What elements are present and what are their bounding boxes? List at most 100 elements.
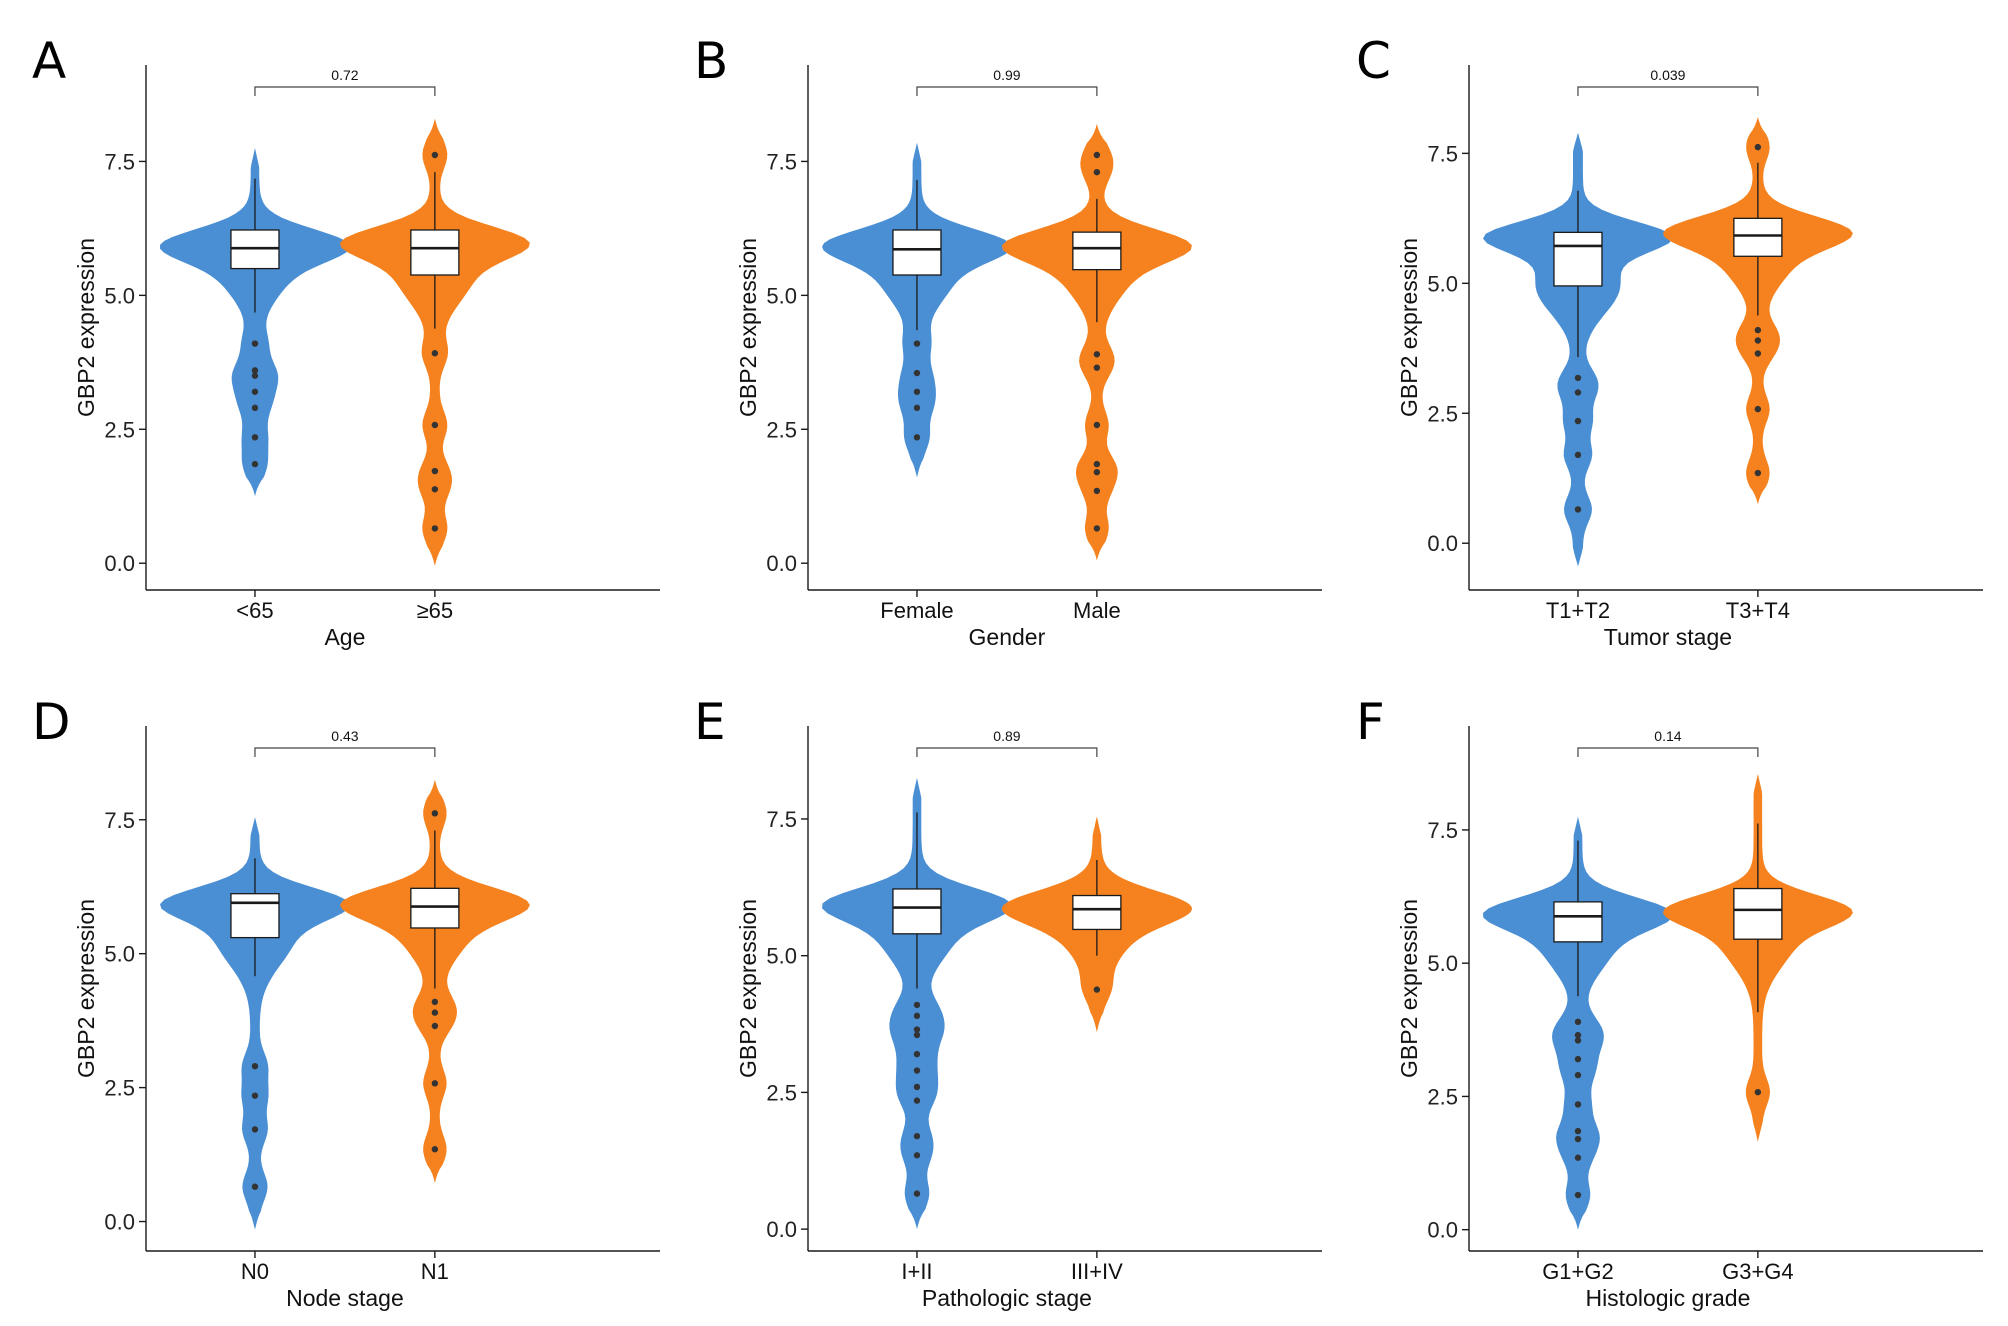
violin-2 [1001, 123, 1192, 561]
y-tick-label: 5.0 [766, 283, 797, 308]
panel-letter: A [32, 32, 66, 90]
outlier-point [1574, 1154, 1582, 1161]
outlier-point [1574, 451, 1582, 459]
p-value-label: 0.039 [1650, 67, 1685, 83]
outlier-point [251, 388, 259, 395]
outlier-point [1574, 1127, 1582, 1135]
box [1072, 231, 1122, 271]
violin-2 [339, 118, 530, 566]
outlier-point [1574, 1037, 1582, 1044]
outlier-point [1754, 337, 1762, 344]
y-tick-label: 5.0 [1427, 951, 1458, 976]
outlier-point [431, 151, 439, 159]
x-tick-label: III+IV [1071, 1259, 1123, 1284]
outlier-point [1093, 151, 1101, 159]
outlier-point [251, 1126, 259, 1133]
box [410, 887, 460, 929]
outlier-point [431, 525, 439, 532]
box [1072, 894, 1122, 931]
x-axis-title: Age [324, 624, 365, 650]
panel-f: F 0.0 2.5 5.0 7.5 GBP2 expression G1+G2 G3+G4Hi… [1356, 693, 1983, 1311]
outlier-point [431, 1146, 439, 1153]
outlier-point [251, 1183, 259, 1190]
significance-bracket [1577, 747, 1759, 757]
outlier-point [1093, 487, 1101, 495]
x-axis-title: Gender [969, 624, 1046, 650]
outlier-point [1754, 143, 1762, 151]
outlier-point [913, 1083, 921, 1091]
y-tick-label: 0.0 [1427, 1218, 1458, 1243]
outlier-point [1093, 168, 1101, 176]
panel-letter: E [694, 693, 726, 751]
outlier-point [1093, 468, 1101, 476]
outlier-point [1574, 1135, 1582, 1143]
y-tick-label: 5.0 [104, 283, 135, 308]
box [1733, 887, 1783, 940]
y-axis-title: GBP2 expression [735, 238, 761, 417]
x-tick-label: N0 [241, 1259, 269, 1284]
outlier-point [431, 421, 439, 429]
outlier-point [913, 404, 921, 412]
outlier-point [913, 1152, 921, 1159]
y-tick-label: 7.5 [104, 808, 135, 833]
x-axis-title: Tumor stage [1604, 624, 1732, 650]
outlier-point [1754, 326, 1762, 334]
outlier-point [431, 1022, 439, 1030]
outlier-point [913, 1190, 921, 1197]
outlier-point [913, 1031, 921, 1039]
violin-1 [160, 148, 350, 497]
outlier-point [1574, 1191, 1582, 1199]
outlier-point [1574, 1071, 1582, 1079]
outlier-point [1574, 417, 1582, 425]
x-axis-title: Node stage [286, 1285, 404, 1311]
outlier-point [913, 434, 921, 441]
y-axis-title: GBP2 expression [1396, 899, 1422, 1078]
outlier-point [431, 1009, 439, 1016]
outlier-point [1093, 986, 1101, 993]
y-tick-label: 0.0 [766, 551, 797, 576]
y-tick-label: 2.5 [766, 417, 797, 442]
violin-1 [160, 817, 350, 1230]
outlier-point [913, 340, 921, 347]
outlier-point [1754, 1088, 1762, 1096]
box [892, 888, 942, 935]
y-tick-label: 7.5 [104, 149, 135, 174]
outlier-point [913, 369, 921, 377]
outlier-point [251, 1062, 259, 1070]
outlier-point [251, 372, 259, 379]
p-value-label: 0.89 [993, 728, 1020, 744]
box [892, 229, 942, 276]
y-tick-label: 7.5 [766, 149, 797, 174]
outlier-point [913, 1001, 921, 1009]
y-axis-title: GBP2 expression [735, 899, 761, 1078]
outlier-point [1574, 1055, 1582, 1063]
y-tick-label: 5.0 [766, 944, 797, 969]
x-tick-label: T3+T4 [1726, 598, 1790, 623]
panel-letter: F [1356, 693, 1385, 751]
box [410, 229, 460, 276]
y-tick-label: 0.0 [104, 551, 135, 576]
x-tick-label: <65 [236, 598, 273, 623]
panel-d: D 0.0 2.5 5.0 7.5 GBP2 expression N0 N1 Node sta… [32, 693, 660, 1311]
panel-e: E 0.0 2.5 5.0 7.5 GBP2 expression I+II III+IVPa… [694, 693, 1322, 1311]
outlier-point [1574, 506, 1582, 513]
y-tick-label: 2.5 [766, 1080, 797, 1105]
outlier-point [431, 350, 439, 357]
panel-a: A 0.0 2.5 5.0 7.5 GBP2 expression <65 ≥65 Age 0.7… [32, 32, 660, 650]
outlier-point [913, 1012, 921, 1020]
y-tick-label: 0.0 [1427, 531, 1458, 556]
outlier-point [1574, 389, 1582, 396]
outlier-point [1574, 1018, 1582, 1026]
y-tick-label: 2.5 [1427, 1084, 1458, 1109]
y-axis-title: GBP2 expression [1396, 238, 1422, 417]
outlier-point [913, 1050, 921, 1058]
outlier-point [431, 998, 439, 1006]
box [1733, 217, 1783, 257]
outlier-point [1754, 350, 1762, 357]
panel-c: C 0.0 2.5 5.0 7.5 GBP2 expression T1+T2 T3+T4Tu… [1356, 32, 1983, 650]
outlier-point [1574, 1101, 1582, 1108]
y-tick-label: 0.0 [766, 1217, 797, 1242]
box [1553, 231, 1603, 287]
p-value-label: 0.43 [331, 728, 358, 744]
outlier-point [1574, 1031, 1582, 1039]
